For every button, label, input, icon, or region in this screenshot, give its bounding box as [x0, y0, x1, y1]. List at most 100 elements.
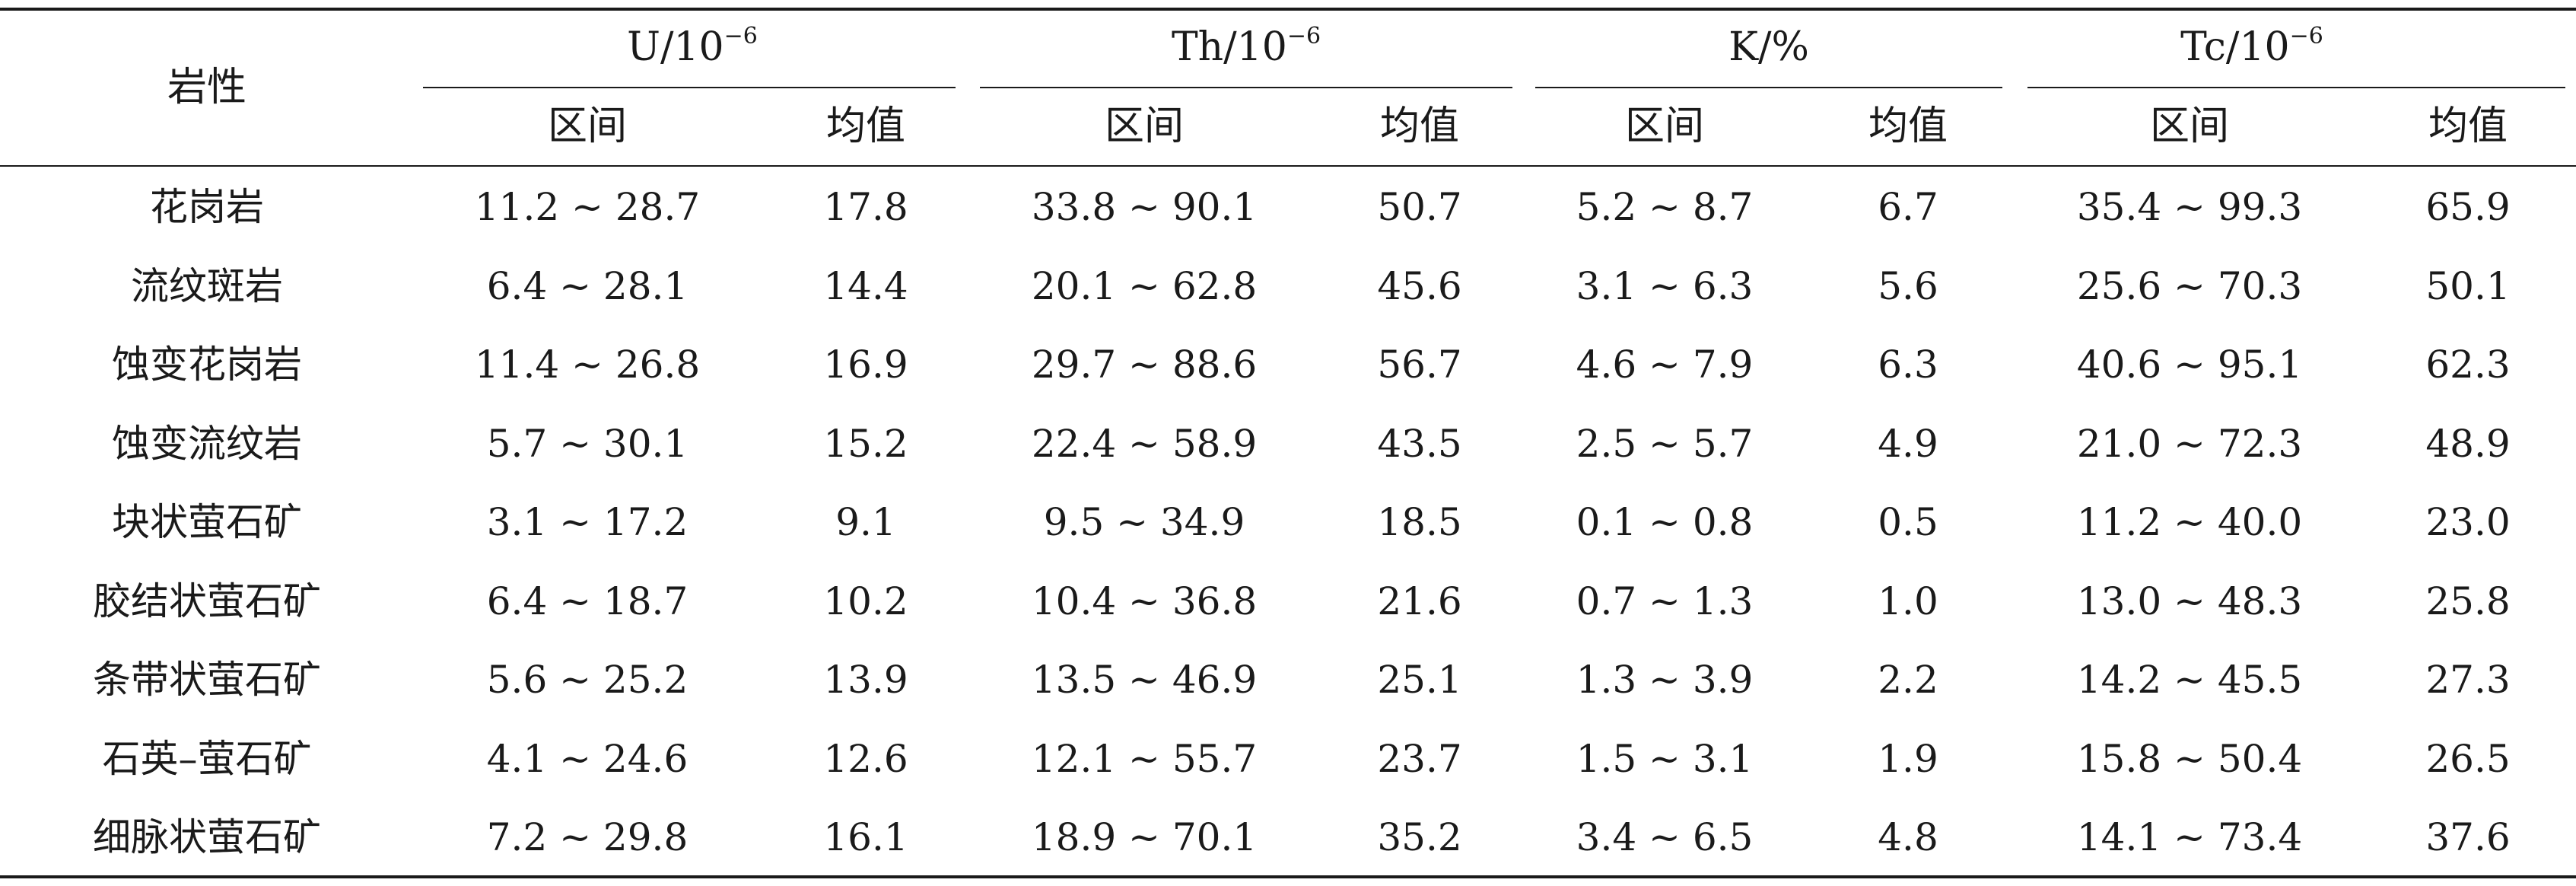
- group-header: Th/10−6: [1171, 24, 1321, 70]
- row-lithology-name: 块状萤石矿: [112, 500, 302, 544]
- group-underline: [2027, 87, 2565, 88]
- table-cell: 1.3 ~ 3.9: [1576, 658, 1754, 702]
- row-lithology-name: 细脉状萤石矿: [93, 815, 321, 859]
- table-cell: 13.9: [823, 658, 908, 702]
- table-cell: 6.3: [1878, 343, 1938, 387]
- table-cell: 6.7: [1878, 185, 1938, 229]
- group-header-base: Tc/10: [2180, 24, 2290, 70]
- table-cell: 1.5 ~ 3.1: [1576, 736, 1754, 781]
- table-cell: 6.4 ~ 18.7: [486, 578, 689, 623]
- table-cell: 25.1: [1377, 658, 1462, 702]
- table-cell: 22.4 ~ 58.9: [1031, 421, 1258, 466]
- table-cell: 10.4 ~ 36.8: [1031, 578, 1258, 623]
- table-cell: 2.5 ~ 5.7: [1576, 421, 1754, 466]
- table-cell: 43.5: [1377, 421, 1462, 466]
- table-cell: 48.9: [2425, 421, 2511, 466]
- subheader-range: 区间: [1624, 104, 1705, 149]
- table-cell: 1.9: [1878, 736, 1938, 781]
- table-cell: 11.4 ~ 26.8: [474, 343, 701, 387]
- group-header-base: K/%: [1728, 24, 1809, 70]
- table-cell: 65.9: [2425, 185, 2511, 229]
- subheader-mean: 均值: [825, 104, 906, 149]
- table-cell: 15.2: [823, 421, 908, 466]
- row-header-label: 岩性: [167, 65, 247, 110]
- table-cell: 21.6: [1377, 578, 1462, 623]
- table-cell: 18.9 ~ 70.1: [1031, 815, 1258, 859]
- group-header-base: U/10: [627, 24, 724, 70]
- table-cell: 27.3: [2425, 658, 2511, 702]
- table-cell: 0.1 ~ 0.8: [1576, 500, 1754, 544]
- table-cell: 11.2 ~ 40.0: [2076, 500, 2303, 544]
- subheader-range: 区间: [2149, 104, 2230, 149]
- row-lithology-name: 石英–萤石矿: [102, 736, 312, 781]
- table-cell: 45.6: [1377, 263, 1462, 308]
- table-cell: 23.7: [1377, 736, 1462, 781]
- group-header-exponent: −6: [1286, 23, 1321, 49]
- table-cell: 14.1 ~ 73.4: [2076, 815, 2303, 859]
- row-lithology-name: 蚀变流纹岩: [112, 421, 302, 466]
- group-header: K/%: [1728, 27, 1809, 67]
- row-lithology-name: 花岗岩: [150, 185, 264, 229]
- table-cell: 3.1 ~ 17.2: [486, 500, 689, 544]
- subheader-mean: 均值: [2428, 104, 2508, 149]
- table-cell: 11.2 ~ 28.7: [474, 185, 701, 229]
- table-cell: 4.1 ~ 24.6: [486, 736, 689, 781]
- table-cell: 6.4 ~ 28.1: [486, 263, 689, 308]
- table-cell: 10.2: [823, 578, 908, 623]
- table-cell: 35.4 ~ 99.3: [2076, 185, 2303, 229]
- table-cell: 4.9: [1878, 421, 1938, 466]
- group-header-exponent: −6: [724, 23, 758, 49]
- subheader-mean: 均值: [1379, 104, 1460, 149]
- table-cell: 7.2 ~ 29.8: [486, 815, 689, 859]
- table-cell: 21.0 ~ 72.3: [2076, 421, 2303, 466]
- subheader-mean: 均值: [1868, 104, 1948, 149]
- subheader-range: 区间: [1104, 104, 1185, 149]
- table-cell: 13.5 ~ 46.9: [1031, 658, 1258, 702]
- table-cell: 16.9: [823, 343, 908, 387]
- group-underline: [980, 87, 1512, 88]
- table-cell: 5.6: [1878, 263, 1938, 308]
- group-header-exponent: −6: [2289, 23, 2323, 49]
- table-cell: 0.7 ~ 1.3: [1576, 578, 1754, 623]
- table-cell: 12.1 ~ 55.7: [1031, 736, 1258, 781]
- table-cell: 62.3: [2425, 343, 2511, 387]
- table-cell: 18.5: [1377, 500, 1462, 544]
- subheader-range: 区间: [547, 104, 628, 149]
- table-cell: 0.5: [1878, 500, 1938, 544]
- table-cell: 12.6: [823, 736, 908, 781]
- table-cell: 25.6 ~ 70.3: [2076, 263, 2303, 308]
- group-header: U/10−6: [627, 24, 758, 70]
- table-cell: 4.6 ~ 7.9: [1576, 343, 1754, 387]
- table-cell: 15.8 ~ 50.4: [2076, 736, 2303, 781]
- table-cell: 14.2 ~ 45.5: [2076, 658, 2303, 702]
- table-cell: 35.2: [1377, 815, 1462, 859]
- table-cell: 20.1 ~ 62.8: [1031, 263, 1258, 308]
- table-cell: 37.6: [2425, 815, 2511, 859]
- row-lithology-name: 条带状萤石矿: [93, 658, 321, 702]
- table-cell: 23.0: [2425, 500, 2511, 544]
- table-cell: 3.1 ~ 6.3: [1576, 263, 1754, 308]
- group-underline: [423, 87, 956, 88]
- table-cell: 25.8: [2425, 578, 2511, 623]
- table-cell: 16.1: [823, 815, 908, 859]
- bottom-rule: [0, 875, 2576, 878]
- table-cell: 29.7 ~ 88.6: [1031, 343, 1258, 387]
- header-rule: [0, 165, 2576, 167]
- table-cell: 40.6 ~ 95.1: [2076, 343, 2303, 387]
- top-rule: [0, 8, 2576, 11]
- group-header: Tc/10−6: [2180, 24, 2323, 70]
- table-cell: 5.6 ~ 25.2: [486, 658, 689, 702]
- group-header-base: Th/10: [1171, 24, 1287, 70]
- table-cell: 9.1: [835, 500, 896, 544]
- table-cell: 50.1: [2425, 263, 2511, 308]
- table-cell: 56.7: [1377, 343, 1462, 387]
- table-cell: 5.7 ~ 30.1: [486, 421, 689, 466]
- table-cell: 13.0 ~ 48.3: [2076, 578, 2303, 623]
- group-underline: [1535, 87, 2002, 88]
- table-cell: 26.5: [2425, 736, 2511, 781]
- table-cell: 1.0: [1878, 578, 1938, 623]
- table-cell: 5.2 ~ 8.7: [1576, 185, 1754, 229]
- row-lithology-name: 胶结状萤石矿: [93, 578, 321, 623]
- row-lithology-name: 蚀变花岗岩: [112, 343, 302, 387]
